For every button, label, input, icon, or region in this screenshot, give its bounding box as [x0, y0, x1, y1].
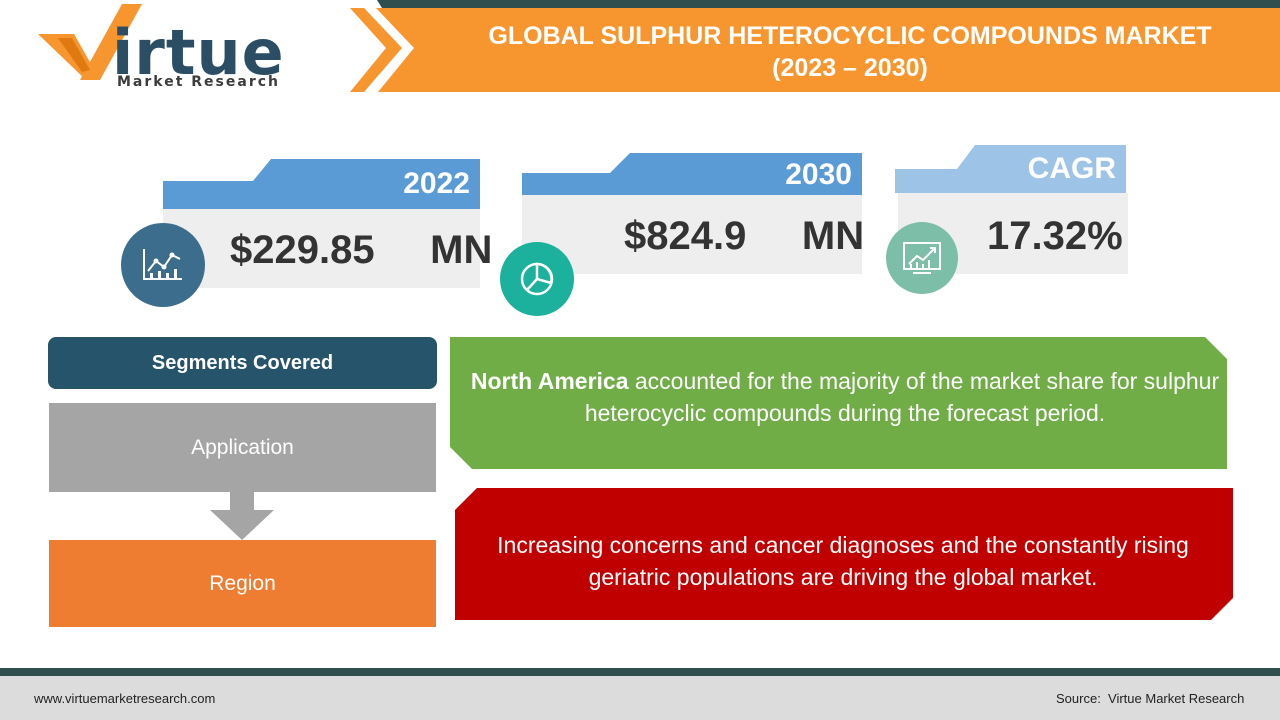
pie-chart-icon	[500, 242, 574, 316]
stat-card-value: 17.32%	[987, 214, 1123, 258]
region-insight-box	[450, 337, 1227, 469]
stat-card-label: CAGR	[1027, 152, 1116, 185]
arrow-down-icon	[210, 492, 274, 540]
segment-region: Region	[49, 540, 436, 627]
growth-chart-icon	[886, 222, 958, 294]
stat-card-label: 2030	[785, 158, 852, 191]
stat-card-header	[522, 153, 862, 195]
logo-subtitle: Market Research	[117, 74, 280, 90]
brand-logo: irtue Market Research	[0, 0, 350, 100]
segments-title: Segments Covered	[48, 337, 437, 389]
footer-divider	[0, 668, 1280, 676]
footer-website: www.virtuemarketresearch.com	[34, 691, 216, 706]
segment-application: Application	[49, 403, 436, 492]
stat-card-value: $824.9 MN	[624, 214, 865, 258]
header-banner	[350, 0, 1280, 92]
line-chart-icon	[121, 223, 205, 307]
driver-insight-text: Increasing concerns and cancer diagnoses…	[497, 532, 1189, 590]
page-title: GLOBAL SULPHUR HETEROCYCLIC COMPOUNDS MA…	[488, 22, 1212, 82]
stat-card-header	[163, 159, 480, 209]
footer	[0, 676, 1280, 720]
region-insight-highlight: North America	[470, 368, 629, 394]
logo-v-mark-icon	[38, 4, 142, 80]
logo-wordmark: irtue	[112, 16, 285, 89]
region-insight-text: North America accounted for the majority…	[470, 368, 1220, 426]
driver-insight-box	[455, 488, 1233, 620]
stat-card-header	[895, 145, 1126, 193]
stat-card-value: $229.85 MN	[230, 228, 493, 272]
footer-source: Source: Virtue Market Research	[1056, 691, 1245, 706]
stat-card-label: 2022	[403, 167, 470, 200]
